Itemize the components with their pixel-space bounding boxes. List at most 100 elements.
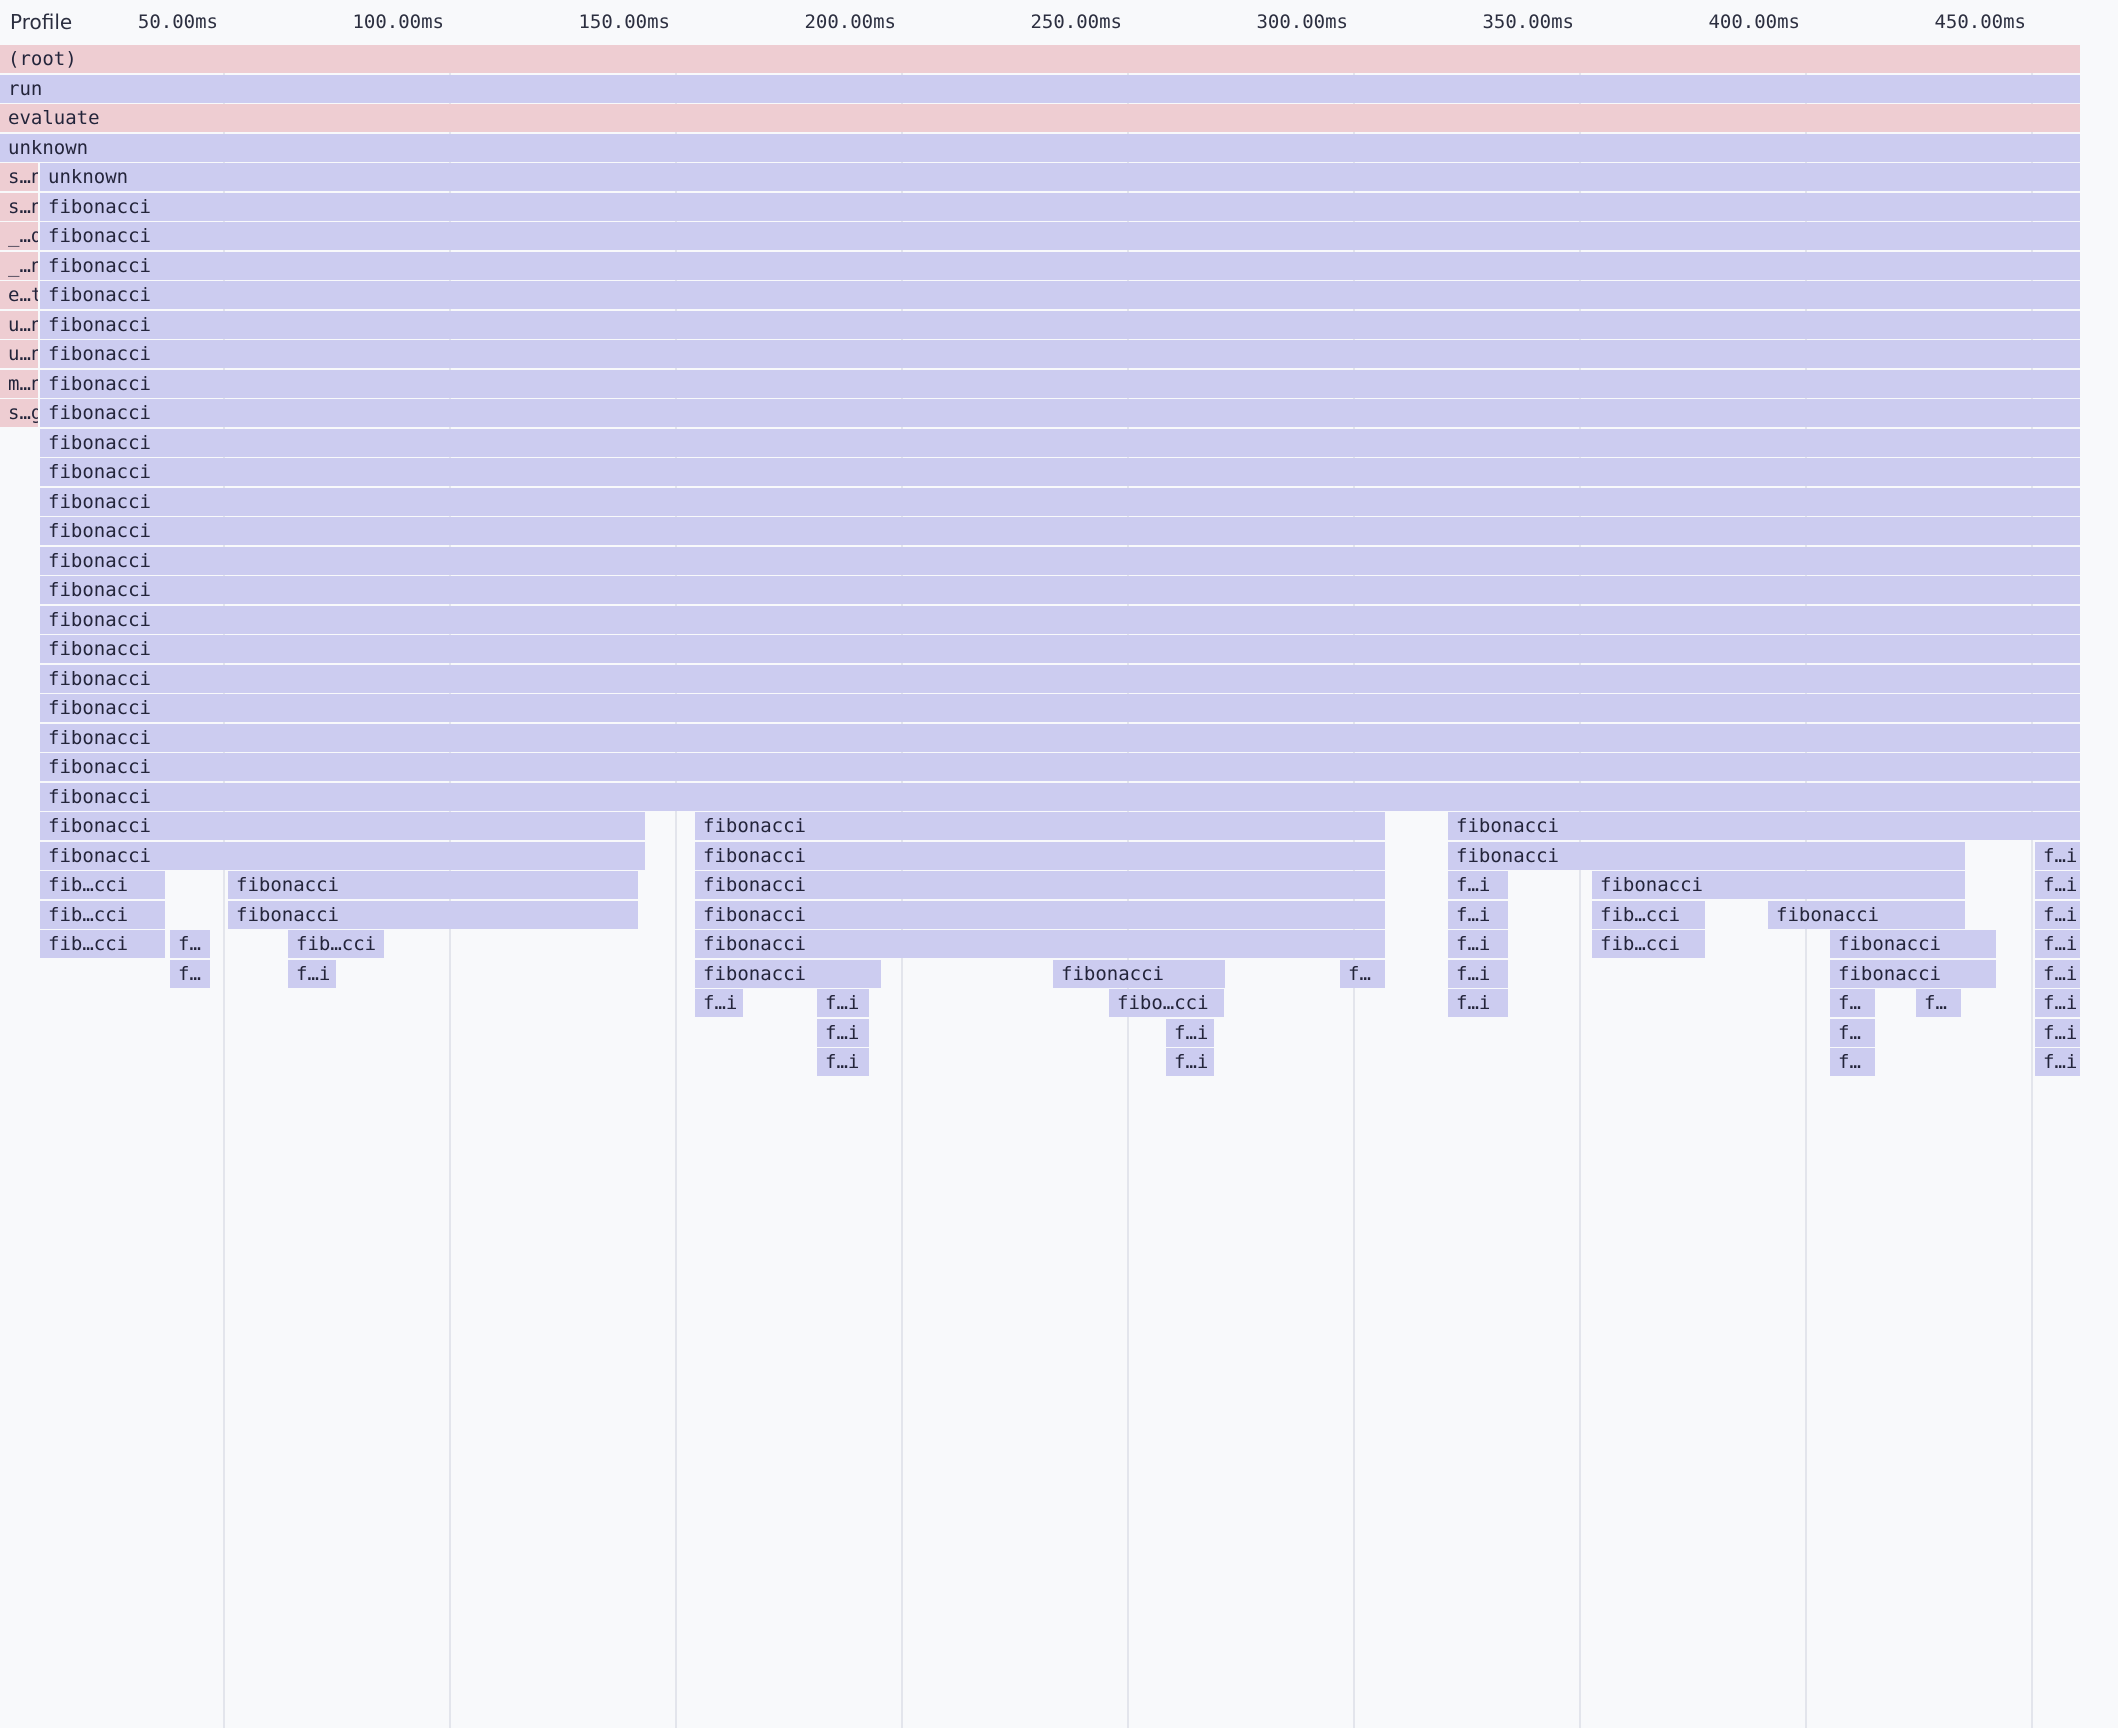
flame-frame[interactable]: f…i bbox=[2035, 1018, 2080, 1047]
flame-frame[interactable]: f…i bbox=[817, 1048, 869, 1076]
flame-frame[interactable]: fibonacci bbox=[1830, 930, 1996, 958]
flame-frame[interactable]: fibonacci bbox=[40, 576, 2080, 604]
flame-frame[interactable]: fibonacci bbox=[40, 310, 2080, 339]
flamegraph-row: fibonacci fibonacci fibonacci f…i bbox=[0, 841, 2118, 872]
gridline bbox=[223, 45, 225, 1728]
flame-frame[interactable]: f…i bbox=[1448, 871, 1508, 899]
profile-title: Profile bbox=[10, 10, 73, 34]
flamegraph-row: fib…cci fibonacci fibonacci f…i fib…cci fibon… bbox=[0, 900, 2118, 931]
flame-frame[interactable]: fibonacci bbox=[40, 664, 2080, 693]
flame-frame[interactable]: s…n bbox=[0, 163, 38, 191]
flame-frame[interactable]: fibonacci bbox=[1830, 959, 1996, 988]
flame-frame[interactable]: u…n bbox=[0, 310, 38, 339]
flamegraph-row: fibonacci bbox=[0, 753, 2118, 783]
flame-frame[interactable]: f… bbox=[1830, 1018, 1875, 1047]
flame-frame[interactable]: fibonacci bbox=[40, 340, 2080, 368]
flamegraph-row: fib…cci f… fib…cci fibonacci f…i fib…cci fibon… bbox=[0, 930, 2118, 960]
flame-frame[interactable]: fib…cci bbox=[1592, 900, 1705, 929]
flame-frame[interactable]: fibonacci bbox=[695, 812, 1385, 840]
flame-frame[interactable]: fibonacci bbox=[1448, 812, 2080, 840]
flame-frame[interactable]: f…i bbox=[2035, 930, 2080, 958]
flame-frame[interactable]: fibonacci bbox=[40, 399, 2080, 427]
flame-frame[interactable]: f…i bbox=[1448, 959, 1508, 988]
flame-frame[interactable]: fibonacci bbox=[40, 222, 2080, 250]
flame-frame[interactable]: fibonacci bbox=[40, 546, 2080, 575]
flame-frame[interactable]: _…n bbox=[0, 251, 38, 280]
flame-frame[interactable]: fibonacci bbox=[40, 192, 2080, 221]
axis-tick-label: 450.00ms bbox=[1934, 11, 2026, 33]
flamegraph-row: u…n fibonacci bbox=[0, 340, 2118, 370]
flame-frame[interactable]: f…i bbox=[817, 1018, 869, 1047]
flame-frame[interactable]: fibonacci bbox=[1448, 841, 1965, 870]
flame-frame[interactable]: fibonacci bbox=[1592, 871, 1965, 899]
flamegraph-row: run bbox=[0, 74, 2118, 105]
flame-frame[interactable]: fibonacci bbox=[695, 930, 1385, 958]
flame-frame[interactable]: unknown bbox=[0, 133, 2080, 162]
flame-frame[interactable]: s…n bbox=[0, 192, 38, 221]
flame-frame[interactable]: fibonacci bbox=[40, 812, 645, 840]
flame-frame[interactable]: fibo…cci bbox=[1109, 989, 1224, 1017]
flame-frame[interactable]: fibonacci bbox=[40, 753, 2080, 781]
flame-frame[interactable]: e…t bbox=[0, 281, 38, 309]
flame-frame[interactable]: f…i bbox=[817, 989, 869, 1017]
flame-frame[interactable]: evaluate bbox=[0, 104, 2080, 132]
flame-frame[interactable]: f…i bbox=[2035, 900, 2080, 929]
flame-frame[interactable]: m…n bbox=[0, 369, 38, 398]
flame-frame[interactable]: fibonacci bbox=[695, 959, 881, 988]
flame-frame[interactable]: fibonacci bbox=[695, 900, 1385, 929]
flame-frame[interactable]: f… bbox=[170, 959, 210, 988]
flamegraph-row: f…i f…i f… f…i bbox=[0, 1018, 2118, 1049]
flame-frame[interactable]: u…n bbox=[0, 340, 38, 368]
flame-frame[interactable]: f…i bbox=[2035, 871, 2080, 899]
flame-frame[interactable]: f…i bbox=[1448, 900, 1508, 929]
flame-frame[interactable]: fibonacci bbox=[40, 369, 2080, 398]
flame-frame[interactable]: f… bbox=[1830, 1048, 1875, 1076]
flame-frame[interactable]: f… bbox=[1830, 989, 1875, 1017]
flame-frame[interactable]: unknown bbox=[40, 163, 2080, 191]
flame-frame[interactable]: fibonacci bbox=[40, 605, 2080, 634]
flame-frame[interactable]: fibonacci bbox=[1053, 959, 1225, 988]
flame-frame[interactable]: fibonacci bbox=[40, 458, 2080, 486]
flame-frame[interactable]: fibonacci bbox=[40, 428, 2080, 457]
flame-frame[interactable]: f…i bbox=[695, 989, 743, 1017]
flame-frame[interactable]: _…d bbox=[0, 222, 38, 250]
flame-frame[interactable]: fib…cci bbox=[40, 871, 165, 899]
flame-frame[interactable]: fibonacci bbox=[40, 723, 2080, 752]
flame-frame[interactable]: fibonacci bbox=[40, 841, 645, 870]
flame-frame[interactable]: f…i bbox=[2035, 989, 2080, 1017]
flamegraph-row: fibonacci bbox=[0, 664, 2118, 695]
flame-frame[interactable]: fib…cci bbox=[1592, 930, 1705, 958]
flame-frame[interactable]: fibonacci bbox=[40, 782, 2080, 811]
flame-frame[interactable]: fibonacci bbox=[40, 487, 2080, 516]
flame-frame[interactable]: fibonacci bbox=[40, 251, 2080, 280]
flame-frame[interactable]: fibonacci bbox=[1768, 900, 1965, 929]
flame-frame[interactable]: fibonacci bbox=[695, 871, 1385, 899]
flamegraph-row: f…i f…i fibo…cci f…i f… f… f…i bbox=[0, 989, 2118, 1019]
flame-frame[interactable]: fib…cci bbox=[40, 930, 165, 958]
flamegraph-canvas[interactable]: (root) run evaluate unknown s…n unknown s…n fib… bbox=[0, 45, 2118, 1728]
flame-frame[interactable]: f…i bbox=[2035, 841, 2080, 870]
flame-frame[interactable]: s…g bbox=[0, 399, 38, 427]
flame-frame[interactable]: fibonacci bbox=[40, 281, 2080, 309]
flame-frame[interactable]: f… bbox=[170, 930, 210, 958]
flame-frame[interactable]: (root) bbox=[0, 45, 2080, 73]
flame-frame[interactable]: fib…cci bbox=[288, 930, 384, 958]
flame-frame[interactable]: f…i bbox=[288, 959, 336, 988]
flame-frame[interactable]: f… bbox=[1916, 989, 1961, 1017]
flame-frame[interactable]: f…i bbox=[2035, 1048, 2080, 1076]
flame-frame[interactable]: f…i bbox=[1166, 1048, 1214, 1076]
flame-frame[interactable]: f…i bbox=[1448, 989, 1508, 1017]
flame-frame[interactable]: fibonacci bbox=[228, 900, 638, 929]
flame-frame[interactable]: fibonacci bbox=[40, 635, 2080, 663]
flame-frame[interactable]: fibonacci bbox=[228, 871, 638, 899]
flame-frame[interactable]: f…i bbox=[1166, 1018, 1214, 1047]
flame-frame[interactable]: run bbox=[0, 74, 2080, 103]
flame-frame[interactable]: f…i bbox=[2035, 959, 2080, 988]
flame-frame[interactable]: f… bbox=[1340, 959, 1385, 988]
flame-frame[interactable]: fibonacci bbox=[40, 517, 2080, 545]
flame-frame[interactable]: fib…cci bbox=[40, 900, 165, 929]
flame-frame[interactable]: fibonacci bbox=[40, 694, 2080, 722]
flame-frame[interactable]: f…i bbox=[1448, 930, 1508, 958]
flame-frame[interactable]: fibonacci bbox=[695, 841, 1385, 870]
